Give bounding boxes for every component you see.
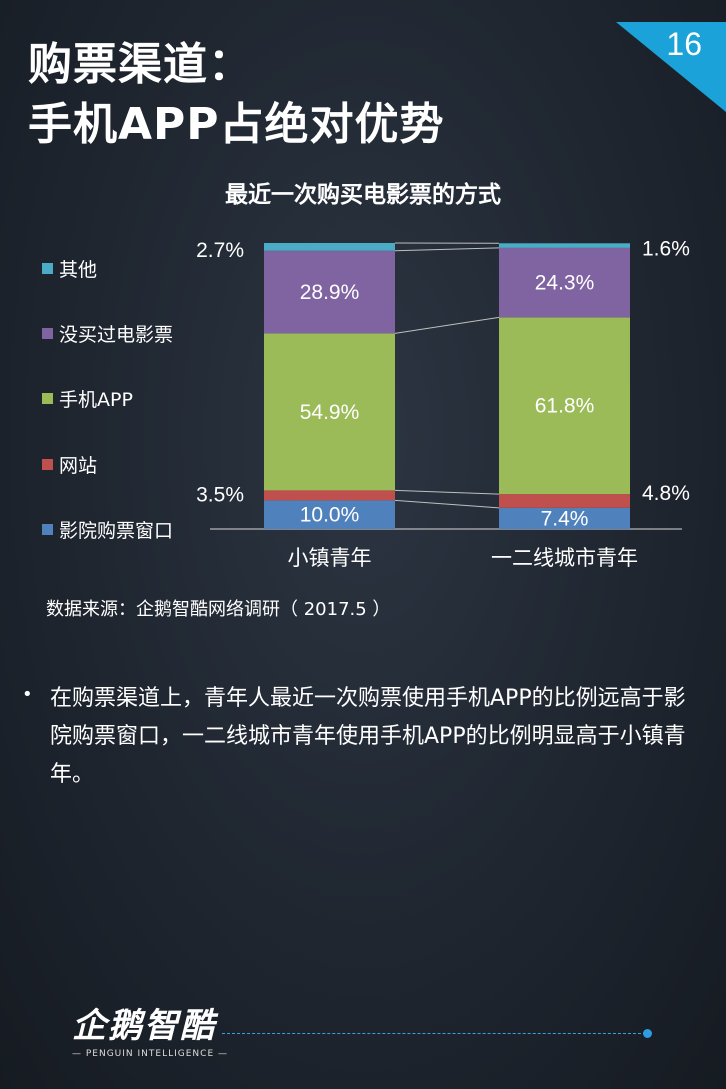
- legend-label: 没买过电影票: [59, 324, 174, 346]
- body-text: 在购票渠道上，青年人最近一次购票使用手机APP的比例远高于影院购票窗口，一二线城…: [50, 686, 686, 787]
- bullet-icon: •: [22, 684, 33, 705]
- data-label: 7.4%: [541, 507, 589, 530]
- bar-segment: [499, 494, 630, 508]
- bar-segment: [264, 333, 395, 491]
- data-label: 3.5%: [196, 483, 244, 506]
- legend-label: 手机APP: [59, 389, 133, 411]
- connector-line: [394, 316, 500, 334]
- legend-item: 其他: [42, 255, 97, 282]
- legend-label: 影院购票窗口: [59, 520, 174, 542]
- bar-segment: [499, 243, 630, 248]
- bar-segment: [264, 500, 395, 529]
- x-tick-label: 一二线城市青年: [491, 546, 638, 570]
- x-tick-label: 小镇青年: [288, 546, 372, 570]
- data-label: 54.9%: [300, 401, 360, 424]
- bar-segment: [499, 507, 630, 529]
- data-label: 28.9%: [300, 281, 360, 304]
- connector-line: [394, 489, 500, 495]
- data-label: 1.6%: [642, 238, 690, 261]
- legend-item: 网站: [42, 451, 97, 478]
- bar-segment: [264, 490, 395, 501]
- data-source: 数据来源：企鹅智酷网络调研（ 2017.5 ）: [46, 599, 391, 620]
- bar-segment: [499, 317, 630, 495]
- legend-label: 网站: [59, 455, 98, 477]
- logo-text: 企鹅智酷: [72, 1006, 216, 1046]
- connector-line: [394, 247, 500, 252]
- legend-swatch: [42, 459, 53, 470]
- logo-subtitle: — PENGUIN INTELLIGENCE —: [72, 1049, 228, 1059]
- chart-title: 最近一次购买电影票的方式: [225, 182, 501, 208]
- legend-swatch: [42, 263, 53, 274]
- legend-swatch: [42, 328, 53, 339]
- data-label: 4.8%: [642, 482, 690, 505]
- connector-line: [394, 499, 500, 509]
- data-label: 2.7%: [196, 239, 244, 262]
- footer-divider: [222, 1033, 646, 1034]
- bar-segment: [264, 243, 395, 251]
- data-label: 24.3%: [535, 272, 595, 295]
- page-title-line2: 手机APP占绝对优势: [28, 99, 445, 150]
- data-label: 10.0%: [300, 504, 360, 527]
- page-title-line1: 购票渠道：: [28, 39, 253, 90]
- legend-item: 手机APP: [42, 385, 133, 412]
- legend-item: 没买过电影票: [42, 320, 173, 347]
- footer-dot-icon: [643, 1029, 652, 1038]
- page-corner-badge: [616, 22, 726, 112]
- legend-label: 其他: [59, 259, 98, 281]
- legend-swatch: [42, 524, 53, 535]
- bar-segment: [264, 250, 395, 334]
- stacked-bar-chart: 小镇青年 一二线城市青年 10.0% 3.5% 54.9% 28.9% 2.7% 7.4% 4.…: [196, 238, 690, 570]
- data-label: 61.8%: [535, 395, 595, 418]
- legend-item: 影院购票窗口: [42, 516, 173, 543]
- page-number: 16: [666, 26, 702, 62]
- bar-segment: [499, 247, 630, 318]
- legend-swatch: [42, 393, 53, 404]
- brand-logo: 企鹅智酷 — PENGUIN INTELLIGENCE —: [72, 998, 228, 1059]
